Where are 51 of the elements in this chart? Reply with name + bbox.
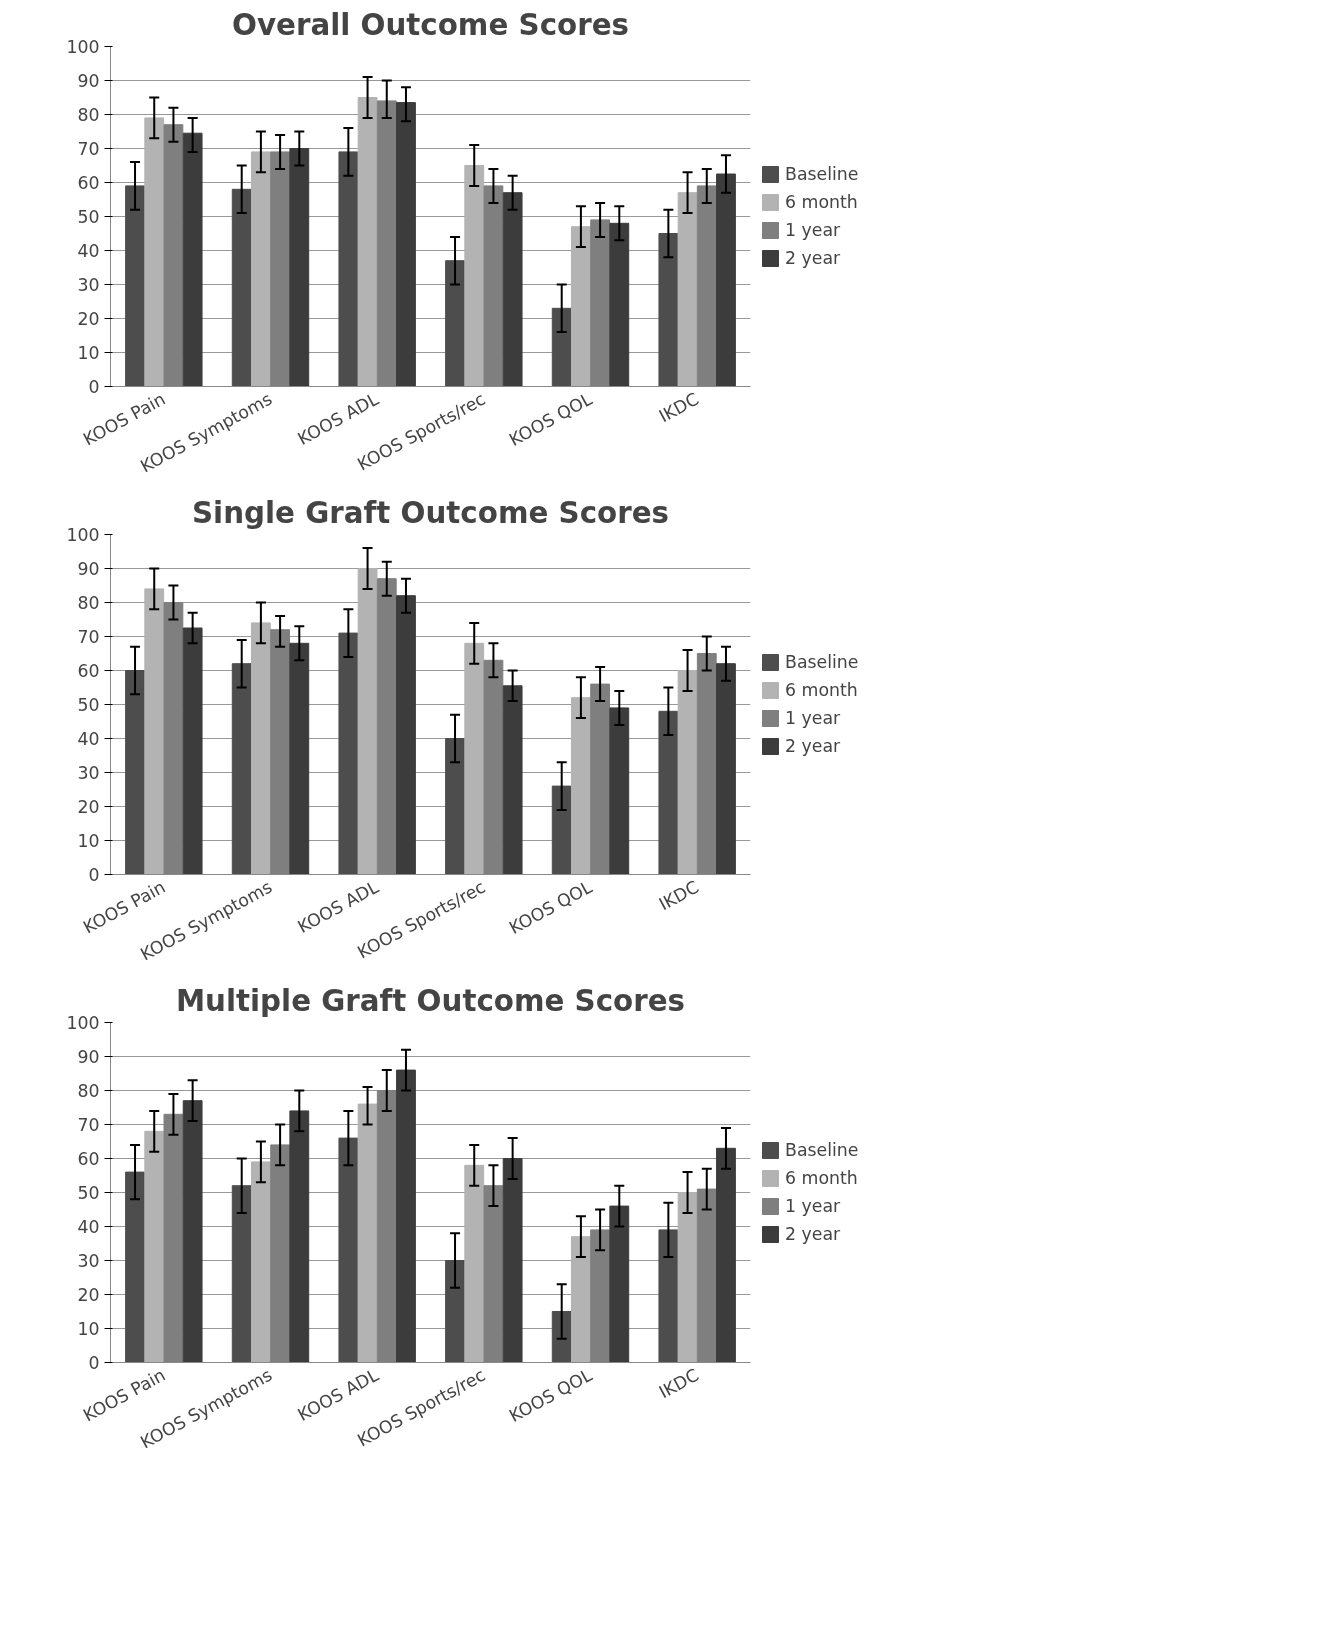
y-tick-label: 0 <box>88 1353 100 1373</box>
y-tick-label: 60 <box>77 661 100 681</box>
y-tick-label: 40 <box>77 241 100 261</box>
legend-label: 6 month <box>785 680 858 700</box>
y-tick-label: 40 <box>77 1217 100 1237</box>
legend-label: Baseline <box>785 1140 859 1160</box>
y-tick-label: 90 <box>77 1047 100 1067</box>
chart-title: Multiple Graft Outcome Scores <box>175 983 686 1018</box>
legend-label: 6 month <box>785 192 858 212</box>
legend-label: 6 month <box>785 1168 858 1188</box>
y-tick-label: 90 <box>77 559 100 579</box>
y-tick-label: 30 <box>77 275 100 295</box>
y-tick-label: 20 <box>77 1285 100 1305</box>
y-tick-label: 80 <box>77 593 100 613</box>
legend-label: 2 year <box>785 248 841 268</box>
y-tick-label: 30 <box>77 763 100 783</box>
y-tick-label: 80 <box>77 105 100 125</box>
y-tick-label: 40 <box>77 729 100 749</box>
chart-title: Overall Outcome Scores <box>232 7 630 42</box>
y-tick-label: 80 <box>77 1081 100 1101</box>
legend-label: 1 year <box>785 708 841 728</box>
x-tick-label: IKDC <box>655 876 702 915</box>
y-tick-label: 100 <box>66 525 100 545</box>
y-tick-label: 20 <box>77 797 100 817</box>
legend-label: 1 year <box>785 1196 841 1216</box>
y-tick-label: 70 <box>77 1115 100 1135</box>
y-tick-label: 0 <box>88 865 100 885</box>
y-tick-label: 70 <box>77 139 100 159</box>
y-tick-label: 10 <box>77 1319 100 1339</box>
legend-label: 1 year <box>785 220 841 240</box>
chart-title: Single Graft Outcome Scores <box>191 495 670 530</box>
y-tick-label: 70 <box>77 627 100 647</box>
y-tick-label: 50 <box>77 1183 100 1203</box>
legend-label: Baseline <box>785 164 859 184</box>
y-tick-label: 50 <box>77 695 100 715</box>
y-tick-label: 90 <box>77 71 100 91</box>
legend-label: Baseline <box>785 652 859 672</box>
y-tick-label: 100 <box>66 37 100 57</box>
y-tick-label: 100 <box>66 1013 100 1033</box>
y-tick-label: 50 <box>77 207 100 227</box>
y-tick-label: 30 <box>77 1251 100 1271</box>
x-tick-label: IKDC <box>655 388 702 427</box>
y-tick-label: 60 <box>77 1149 100 1169</box>
y-tick-label: 10 <box>77 343 100 363</box>
y-tick-label: 20 <box>77 309 100 329</box>
x-tick-label: IKDC <box>655 1364 702 1403</box>
y-tick-label: 10 <box>77 831 100 851</box>
legend-label: 2 year <box>785 736 841 756</box>
legend-label: 2 year <box>785 1224 841 1244</box>
y-tick-label: 0 <box>88 377 100 397</box>
y-tick-label: 60 <box>77 173 100 193</box>
